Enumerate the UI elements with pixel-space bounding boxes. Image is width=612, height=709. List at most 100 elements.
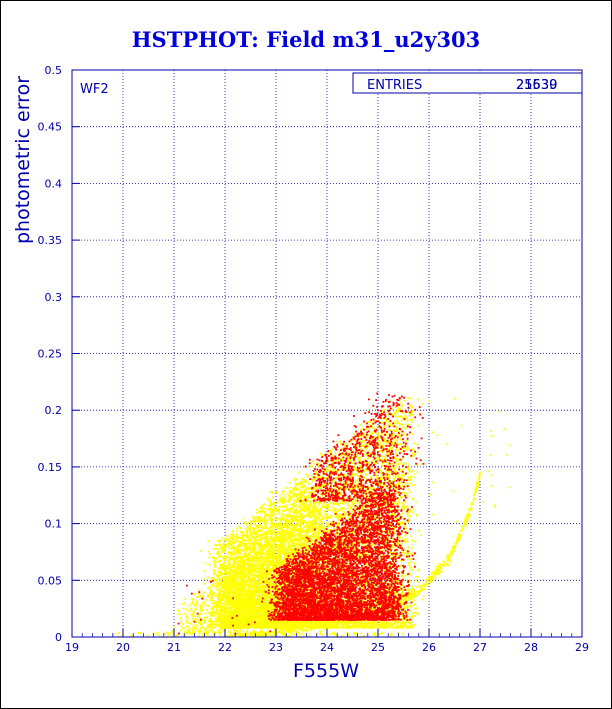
data-point (409, 625, 412, 628)
data-point (240, 545, 243, 547)
data-point (292, 504, 294, 507)
data-point (228, 540, 231, 542)
data-point (226, 535, 229, 538)
data-point (224, 547, 227, 550)
data-point (322, 455, 325, 457)
data-point (408, 626, 411, 629)
data-point (381, 477, 384, 480)
data-point (341, 541, 344, 543)
data-point (302, 486, 305, 488)
data-point (226, 616, 229, 618)
data-point (408, 411, 410, 414)
data-point (234, 554, 237, 556)
data-point (278, 513, 281, 516)
data-point (313, 523, 316, 526)
data-point (330, 521, 332, 524)
data-point (324, 470, 327, 472)
data-point (255, 532, 258, 535)
data-point (323, 484, 326, 487)
data-point (374, 436, 376, 438)
data-point (332, 448, 334, 450)
data-point (243, 610, 245, 613)
data-point (230, 546, 233, 549)
data-point (219, 540, 222, 542)
data-point (225, 539, 228, 541)
data-point (225, 565, 228, 567)
data-point (250, 532, 252, 535)
data-point (326, 513, 328, 516)
data-point (368, 490, 370, 492)
data-point (221, 627, 224, 629)
data-point (416, 464, 419, 467)
data-point (399, 408, 402, 411)
data-point (220, 570, 223, 573)
data-point (386, 464, 389, 466)
data-point (401, 610, 404, 613)
data-point (370, 466, 372, 468)
data-point (367, 563, 369, 566)
data-point (312, 502, 315, 505)
data-point (382, 449, 385, 452)
data-point (330, 505, 333, 508)
data-point (269, 526, 271, 528)
data-point (382, 482, 384, 485)
data-point (350, 620, 352, 623)
data-point (389, 471, 392, 473)
data-point (351, 513, 354, 516)
data-point (367, 492, 369, 495)
data-point (395, 448, 398, 451)
data-point (317, 504, 320, 507)
data-point (261, 545, 264, 548)
data-point (265, 520, 267, 522)
data-point (333, 480, 335, 483)
data-point (269, 511, 272, 514)
data-point (295, 543, 298, 545)
data-point (308, 482, 311, 485)
data-point (218, 571, 220, 574)
data-point (362, 504, 365, 507)
data-point (223, 555, 226, 557)
data-point (360, 439, 363, 442)
data-point (300, 531, 302, 534)
data-point (408, 622, 411, 625)
data-point (390, 447, 393, 450)
data-point (393, 437, 396, 440)
data-point (282, 493, 285, 496)
data-point (255, 539, 258, 542)
data-point (380, 613, 382, 616)
data-point (381, 464, 383, 467)
data-point (368, 449, 371, 452)
data-point (417, 575, 419, 578)
data-point (392, 413, 395, 415)
data-point (389, 557, 391, 559)
data-point (321, 518, 323, 520)
data-point (409, 419, 412, 421)
data-point (296, 478, 298, 480)
data-point (290, 556, 292, 558)
data-point (400, 419, 403, 422)
data-point (340, 454, 343, 457)
data-point (264, 554, 267, 557)
data-point (287, 497, 290, 500)
data-point (360, 509, 363, 511)
data-point (404, 520, 407, 523)
data-point (218, 570, 221, 573)
data-point (387, 420, 390, 423)
data-point (218, 591, 220, 594)
data-point (265, 555, 268, 558)
data-point (328, 507, 330, 510)
data-point (401, 474, 404, 476)
data-point (303, 526, 305, 528)
data-point (345, 513, 348, 516)
data-point (364, 564, 367, 566)
data-point (401, 423, 403, 426)
data-point (259, 570, 262, 573)
data-point (410, 475, 412, 478)
data-point (367, 519, 370, 522)
data-point (287, 544, 290, 546)
data-point (319, 452, 322, 455)
data-point (369, 426, 371, 429)
data-point (398, 430, 401, 433)
data-point (302, 484, 305, 487)
data-point (289, 486, 292, 489)
